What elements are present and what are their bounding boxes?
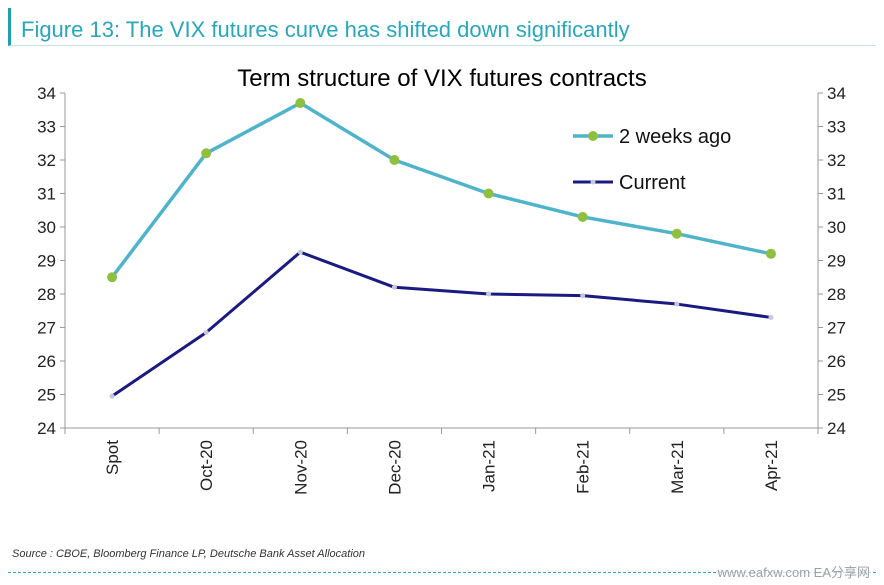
x-tick-label: Nov-20 <box>291 440 310 495</box>
data-point <box>203 330 209 336</box>
x-tick-label: Feb-21 <box>574 440 593 494</box>
y-tick-label-right: 29 <box>827 252 846 271</box>
data-point <box>201 148 212 159</box>
y-tick-label-left: 25 <box>37 386 56 405</box>
legend: 2 weeks ago Current <box>573 126 731 194</box>
legend-entry: Current <box>573 172 686 194</box>
y-tick-label-left: 30 <box>37 218 56 237</box>
data-point <box>109 393 115 399</box>
footer-divider <box>8 572 876 573</box>
x-tick-label: Mar-21 <box>668 440 687 494</box>
data-point <box>486 291 492 297</box>
x-tick-label: Dec-20 <box>385 440 404 495</box>
series-line <box>111 250 772 398</box>
y-tick-label-right: 28 <box>827 285 846 304</box>
chart-axes: 24 24 25 25 26 26 27 27 28 28 29 29 30 30 31 31 32 32 33 33… <box>37 84 846 495</box>
data-point <box>295 98 306 109</box>
y-tick-label-left: 24 <box>37 419 56 438</box>
series-layer <box>107 98 776 399</box>
y-tick-label-left: 29 <box>37 252 56 271</box>
y-tick-label-right: 33 <box>827 118 846 137</box>
vix-term-structure-chart: Term structure of VIX futures contracts … <box>37 65 846 495</box>
data-point <box>674 301 680 307</box>
series-0 <box>107 98 776 283</box>
legend-entry: 2 weeks ago <box>573 126 731 148</box>
watermark-text: www.eafxw.com EA分享网 <box>715 562 872 581</box>
y-tick-label-right: 27 <box>827 319 846 338</box>
y-tick-label-left: 33 <box>37 118 56 137</box>
y-tick-label-left: 27 <box>37 319 56 338</box>
data-point <box>580 293 586 299</box>
y-tick-label-right: 24 <box>827 419 846 438</box>
y-tick-label-right: 31 <box>827 185 846 204</box>
figure-header: Figure 13: The VIX futures curve has shi… <box>8 8 876 46</box>
x-tick-label: Spot <box>103 440 122 475</box>
legend-label: Current <box>619 172 686 194</box>
data-point <box>107 272 118 283</box>
data-point <box>389 155 400 165</box>
x-tick-label: Oct-20 <box>197 440 216 491</box>
y-tick-label-right: 30 <box>827 218 846 237</box>
legend-swatch-marker <box>590 179 596 185</box>
data-point <box>297 249 303 255</box>
x-tick-label: Apr-21 <box>762 440 781 491</box>
data-point <box>577 211 588 222</box>
x-tick-label: Jan-21 <box>480 440 499 492</box>
y-tick-label-left: 26 <box>37 352 56 371</box>
y-tick-label-left: 34 <box>37 84 56 103</box>
source-note: Source : CBOE, Bloomberg Finance LP, Deu… <box>12 548 365 560</box>
data-point <box>391 284 397 290</box>
chart-title: Term structure of VIX futures contracts <box>237 65 646 92</box>
y-tick-label-right: 25 <box>827 386 846 405</box>
legend-swatch-marker <box>588 131 598 141</box>
series-1 <box>109 249 774 399</box>
data-point <box>768 314 774 320</box>
data-point <box>483 188 494 199</box>
y-tick-label-left: 32 <box>37 151 56 170</box>
y-tick-label-right: 32 <box>827 151 846 170</box>
series-line <box>110 101 772 279</box>
y-tick-label-left: 28 <box>37 285 56 304</box>
data-point <box>765 248 776 259</box>
y-tick-label-left: 31 <box>37 185 56 204</box>
y-tick-label-right: 34 <box>827 84 846 103</box>
data-point <box>671 228 682 239</box>
y-tick-label-right: 26 <box>827 352 846 371</box>
figure-title: Figure 13: The VIX futures curve has shi… <box>21 17 630 42</box>
legend-label: 2 weeks ago <box>619 126 731 148</box>
